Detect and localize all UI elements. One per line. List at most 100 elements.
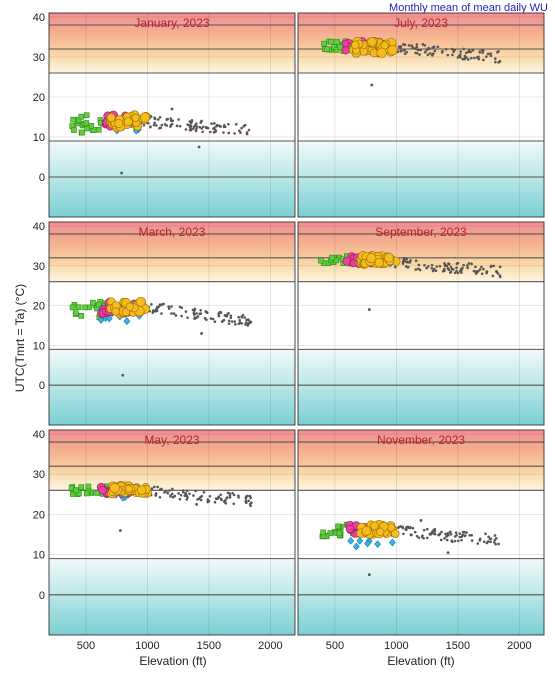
- elevation-point: [415, 534, 419, 538]
- elevation-point: [433, 532, 437, 536]
- elevation-point: [416, 48, 419, 51]
- elevation-point: [222, 131, 225, 134]
- elevation-point: [193, 309, 196, 313]
- elevation-point: [413, 530, 417, 534]
- elevation-point: [226, 491, 230, 495]
- elevation-point: [489, 264, 493, 268]
- orange-circle-point: [124, 484, 133, 493]
- cold-stress-band: [49, 141, 295, 217]
- cyan-diamond-point: [105, 314, 113, 323]
- elevation-point: [399, 49, 403, 53]
- elevation-point: [158, 115, 162, 119]
- elevation-point: [190, 119, 194, 122]
- elevation-point: [436, 45, 440, 49]
- elevation-point: [448, 530, 452, 534]
- elevation-point: [249, 504, 252, 508]
- elevation-point: [426, 265, 430, 268]
- elevation-point: [415, 51, 419, 55]
- elevation-point: [193, 316, 197, 320]
- elevation-point: [177, 118, 180, 121]
- elevation-point: [184, 491, 188, 495]
- elevation-point: [406, 525, 410, 529]
- elevation-point: [457, 539, 460, 543]
- elevation-point: [247, 318, 250, 321]
- green-square-point: [95, 126, 102, 133]
- x-axis-label-right: Elevation (ft): [387, 654, 454, 668]
- elevation-point: [462, 263, 465, 267]
- x-tick-label: 1000: [384, 640, 408, 652]
- green-square-point: [328, 38, 334, 45]
- elevation-point: [444, 532, 447, 536]
- elevation-point: [180, 314, 183, 318]
- outlier-point: [170, 107, 174, 111]
- y-tick-label: 10: [33, 550, 45, 562]
- elevation-point: [218, 310, 222, 314]
- orange-circle-point: [376, 527, 385, 537]
- y-tick-label: 10: [33, 340, 45, 352]
- elevation-point: [399, 45, 403, 48]
- cyan-diamond-point: [347, 536, 355, 545]
- elevation-point: [220, 320, 224, 323]
- elevation-point: [449, 265, 453, 269]
- green-square-point: [75, 304, 82, 311]
- elevation-point: [454, 531, 458, 534]
- x-tick-label: 1500: [446, 640, 470, 652]
- cyan-diamond-point: [352, 542, 360, 551]
- elevation-point: [189, 121, 193, 125]
- elevation-point: [411, 526, 415, 530]
- orange-circle-point: [114, 118, 124, 128]
- elevation-point: [459, 53, 462, 56]
- elevation-point: [415, 43, 419, 46]
- orange-circle-point: [366, 253, 377, 264]
- elevation-point: [410, 44, 414, 48]
- elevation-point: [247, 322, 250, 326]
- elevation-point: [154, 492, 158, 495]
- elevation-point: [475, 56, 479, 59]
- elevation-point: [470, 539, 474, 542]
- elevation-point: [169, 495, 172, 498]
- panel-title: September, 2023: [375, 225, 467, 239]
- elevation-point: [428, 52, 432, 55]
- elevation-point: [169, 119, 173, 123]
- outlier-point: [197, 145, 201, 149]
- elevation-point: [210, 122, 213, 125]
- x-tick-label: 1000: [135, 640, 159, 652]
- outlier-point: [120, 171, 123, 175]
- y-axis-label: UTC(Tmrt = Ta) (°C): [13, 284, 27, 392]
- elevation-point: [430, 266, 434, 270]
- orange-circle-point: [387, 45, 398, 56]
- elevation-point: [233, 132, 236, 135]
- elevation-point: [243, 316, 246, 319]
- elevation-point: [453, 535, 457, 538]
- panel-6: November, 2023 500 1000 1500 2000: [297, 429, 545, 652]
- elevation-point: [192, 125, 196, 129]
- green-square-point: [78, 113, 85, 120]
- elevation-point: [150, 487, 154, 490]
- elevation-point: [186, 123, 189, 126]
- elevation-point: [434, 269, 438, 273]
- elevation-point: [402, 49, 405, 52]
- green-square-point: [95, 301, 102, 308]
- elevation-point: [446, 533, 449, 537]
- elevation-point: [480, 265, 483, 269]
- elevation-point: [489, 54, 493, 58]
- elevation-point: [435, 265, 439, 268]
- elevation-point: [425, 527, 429, 531]
- elevation-point: [492, 264, 496, 268]
- elevation-point: [172, 312, 176, 315]
- elevation-point: [456, 271, 460, 275]
- green-square-point: [323, 46, 330, 52]
- green-square-point: [73, 487, 79, 494]
- elevation-point: [471, 49, 475, 52]
- elevation-point: [466, 266, 469, 270]
- elevation-point: [470, 56, 473, 60]
- y-tick-label: 30: [33, 52, 45, 64]
- panel-frame: [297, 12, 545, 218]
- panel-2: July, 2023: [297, 12, 545, 218]
- cyan-diamond-point: [364, 539, 371, 548]
- elevation-point: [458, 535, 462, 539]
- elevation-point: [466, 58, 470, 61]
- elevation-point: [232, 502, 236, 506]
- orange-circle-point: [387, 523, 396, 532]
- elevation-point: [410, 533, 413, 537]
